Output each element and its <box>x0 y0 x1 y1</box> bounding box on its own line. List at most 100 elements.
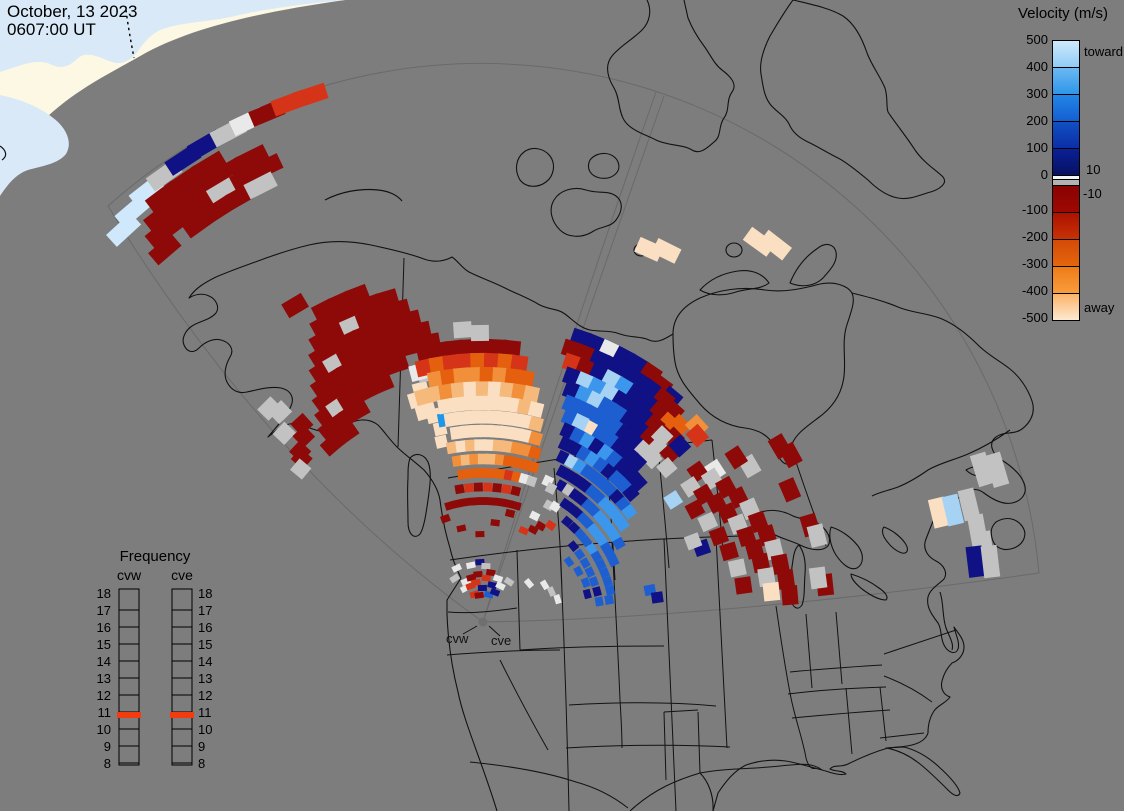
velocity-cell <box>438 383 455 401</box>
velocity-cell <box>329 428 350 449</box>
velocity-cell <box>567 540 580 553</box>
velocity-cell <box>697 511 719 533</box>
velocity-cell <box>758 229 792 261</box>
velocity-cell <box>461 497 472 507</box>
velocity-cell <box>527 400 545 419</box>
map-radar-label-cvw: cvw <box>446 631 469 646</box>
velocity-cell <box>319 435 341 457</box>
velocity-cell <box>582 588 592 600</box>
frequency-tick-label: 14 <box>198 654 213 669</box>
velocity-cell <box>523 578 535 589</box>
velocity-cell <box>539 579 550 591</box>
velocity-cell <box>518 525 530 536</box>
velocity-cell <box>525 475 538 488</box>
frequency-tick-label: 11 <box>198 705 212 720</box>
velocity-cell <box>778 441 803 469</box>
velocity-cell <box>980 544 1001 579</box>
velocity-cell <box>602 575 613 588</box>
colorbar-block-away <box>1053 240 1079 267</box>
velocity-cell <box>502 339 522 358</box>
velocity-cell <box>492 482 503 493</box>
velocity-cell <box>778 477 802 503</box>
frequency-tick-label: 11 <box>97 705 112 720</box>
velocity-cell <box>373 372 395 394</box>
velocity-cell <box>668 434 692 458</box>
velocity-cell <box>463 482 474 493</box>
velocity-cell <box>456 524 467 533</box>
velocity-cell <box>602 522 617 537</box>
velocity-cell <box>527 524 539 535</box>
velocity-cell <box>770 553 791 575</box>
velocity-cell <box>483 395 498 411</box>
frequency-tick-label: 8 <box>198 756 206 771</box>
velocity-cell <box>290 412 314 436</box>
velocity-cell <box>499 425 513 440</box>
velocity-cell <box>584 484 600 500</box>
velocity-cell <box>465 410 479 425</box>
velocity-tick-label: 100 <box>1026 140 1048 155</box>
velocity-cell <box>594 596 604 607</box>
velocity-cell <box>243 171 278 200</box>
frequency-panel-title: Frequency <box>119 548 191 565</box>
velocity-cell <box>965 545 986 578</box>
velocity-tick-label: -500 <box>1021 310 1048 325</box>
velocity-cell <box>510 500 522 511</box>
frequency-tick-label: 15 <box>96 637 111 652</box>
colorbar-block-toward <box>1053 68 1079 95</box>
velocity-cell <box>641 448 663 470</box>
velocity-cell <box>470 324 489 342</box>
velocity-cell <box>349 398 371 420</box>
velocity-cell <box>452 321 473 339</box>
velocity-cell <box>574 492 589 507</box>
velocity-cell <box>553 594 562 605</box>
velocity-cell <box>650 591 664 604</box>
velocity-cell <box>426 370 445 389</box>
velocity-cell <box>290 458 312 480</box>
velocity-cell <box>470 424 483 438</box>
velocity-cell <box>580 577 591 589</box>
velocity-cell <box>507 411 523 428</box>
velocity-cell <box>708 526 730 547</box>
velocity-cell <box>492 574 504 583</box>
velocity-cell <box>969 451 995 488</box>
velocity-cell <box>528 510 541 522</box>
velocity-cell <box>581 517 595 531</box>
velocity-tick-label: 500 <box>1026 32 1048 47</box>
velocity-cell <box>471 578 482 587</box>
fan-bottom-edge <box>482 572 1040 623</box>
velocity-tick-label: 400 <box>1026 59 1048 74</box>
velocity-cell <box>757 567 776 588</box>
velocity-cell <box>776 568 796 590</box>
velocity-cell <box>445 441 459 455</box>
velocity-cell <box>434 434 449 449</box>
velocity-cell <box>469 453 480 465</box>
frequency-tick-label: 13 <box>198 671 213 686</box>
velocity-cell <box>592 509 607 524</box>
velocity-cell <box>494 396 510 412</box>
velocity-cell <box>534 520 547 532</box>
velocity-cell <box>576 511 590 525</box>
velocity-cell <box>751 552 771 574</box>
velocity-cell <box>488 468 499 479</box>
velocity-cell <box>573 565 584 577</box>
time-label: 0607:00 UT <box>7 20 96 39</box>
velocity-cell <box>615 496 632 513</box>
velocity-cell <box>451 454 464 468</box>
velocity-cell <box>501 440 514 454</box>
velocity-cell <box>272 421 296 445</box>
velocity-cell <box>494 454 506 466</box>
velocity-cell <box>585 542 598 555</box>
frequency-tick-label: 9 <box>103 739 111 754</box>
velocity-cell <box>603 502 619 519</box>
velocity-cell <box>494 497 505 507</box>
velocity-tick-label: -300 <box>1021 256 1048 271</box>
velocity-cell <box>544 519 557 532</box>
velocity-cell <box>490 518 501 527</box>
velocity-cell <box>567 521 581 534</box>
velocity-cell <box>656 456 678 479</box>
velocity-cell <box>430 341 450 360</box>
velocity-cell <box>592 586 602 597</box>
velocity-cell <box>450 381 467 399</box>
velocity-cell <box>549 500 562 513</box>
velocity-cell <box>683 532 703 551</box>
